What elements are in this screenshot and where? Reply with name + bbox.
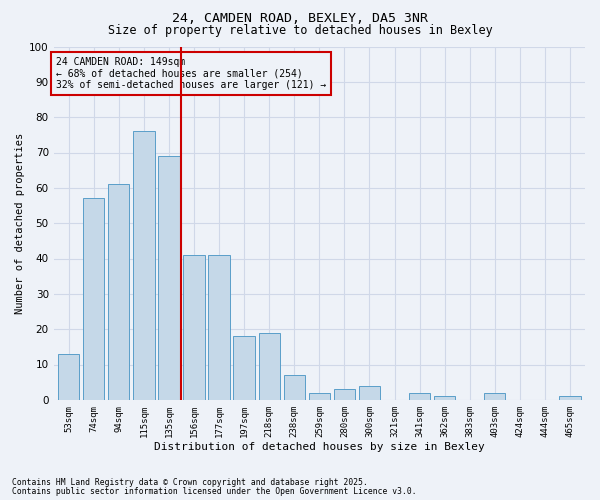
Bar	[434, 396, 455, 400]
Text: Contains public sector information licensed under the Open Government Licence v3: Contains public sector information licen…	[12, 486, 416, 496]
Y-axis label: Number of detached properties: Number of detached properties	[15, 132, 25, 314]
Bar	[334, 389, 355, 400]
Bar	[308, 393, 330, 400]
Bar	[184, 255, 205, 400]
Bar	[208, 255, 230, 400]
Bar	[484, 393, 505, 400]
Bar	[58, 354, 79, 400]
Text: 24 CAMDEN ROAD: 149sqm
← 68% of detached houses are smaller (254)
32% of semi-de: 24 CAMDEN ROAD: 149sqm ← 68% of detached…	[56, 57, 326, 90]
Text: Contains HM Land Registry data © Crown copyright and database right 2025.: Contains HM Land Registry data © Crown c…	[12, 478, 368, 487]
Bar	[359, 386, 380, 400]
Bar	[284, 375, 305, 400]
Bar	[108, 184, 130, 400]
X-axis label: Distribution of detached houses by size in Bexley: Distribution of detached houses by size …	[154, 442, 485, 452]
Text: Size of property relative to detached houses in Bexley: Size of property relative to detached ho…	[107, 24, 493, 37]
Text: 24, CAMDEN ROAD, BEXLEY, DA5 3NR: 24, CAMDEN ROAD, BEXLEY, DA5 3NR	[172, 12, 428, 26]
Bar	[133, 132, 155, 400]
Bar	[158, 156, 179, 400]
Bar	[233, 336, 255, 400]
Bar	[409, 393, 430, 400]
Bar	[259, 332, 280, 400]
Bar	[83, 198, 104, 400]
Bar	[559, 396, 581, 400]
